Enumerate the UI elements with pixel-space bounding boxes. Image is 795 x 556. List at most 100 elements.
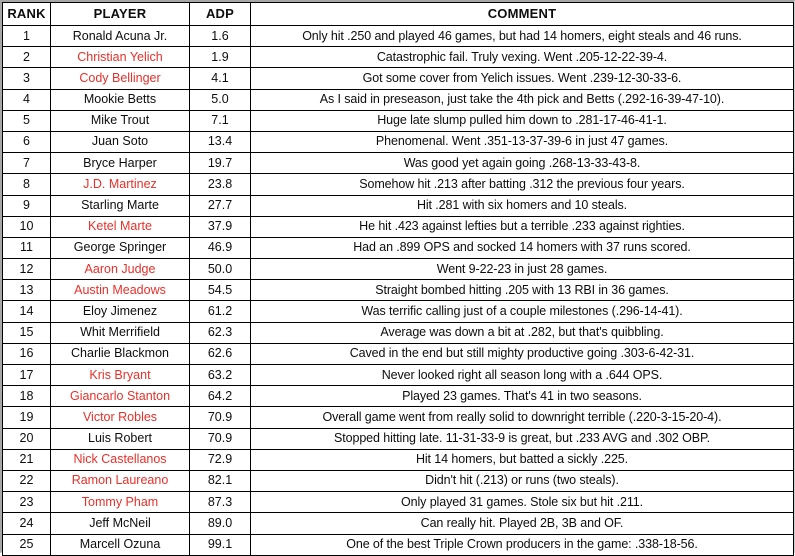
table-row[interactable]: 19 Victor Robles 70.9 Overall game went fro… — [2, 406, 794, 429]
cell-comment[interactable]: Huge late slump pulled him down to .281-… — [250, 109, 794, 132]
table-row[interactable]: 21 Nick Castellanos 72.9 Hit 14 homers, but… — [2, 448, 794, 471]
table-row[interactable]: 16 Charlie Blackmon 62.6 Caved in the end b… — [2, 342, 794, 366]
table-row[interactable]: 10 Ketel Marte 37.9 He hit .423 against lef… — [2, 215, 794, 238]
cell-comment[interactable]: Was good yet again going .268-13-33-43-8… — [250, 152, 794, 175]
table-row[interactable]: 5 Mike Trout 7.1 Huge late slump pulled him… — [2, 109, 794, 132]
cell-player[interactable]: Giancarlo Stanton — [50, 385, 190, 408]
table-row[interactable]: 3 Cody Bellinger 4.1 Got some cover from Ye… — [2, 67, 794, 90]
table-row[interactable]: 13 Austin Meadows 54.5 Straight bombed hitt… — [2, 279, 794, 302]
cell-rank[interactable]: 25 — [2, 533, 51, 556]
cell-adp[interactable]: 19.7 — [189, 152, 251, 175]
cell-player[interactable]: Christian Yelich — [50, 46, 190, 69]
cell-adp[interactable]: 89.0 — [189, 512, 251, 535]
cell-adp[interactable]: 7.1 — [189, 109, 251, 132]
cell-comment[interactable]: Didn't hit (.213) or runs (two steals). — [250, 469, 794, 493]
cell-rank[interactable]: 10 — [2, 215, 51, 238]
cell-rank[interactable]: 1 — [2, 24, 51, 48]
table-row[interactable]: 20 Luis Robert 70.9 Stopped hitting late. 1… — [2, 427, 794, 450]
cell-rank[interactable]: 14 — [2, 300, 51, 323]
cell-comment[interactable]: Phenomenal. Went .351-13-37-39-6 in just… — [250, 130, 794, 154]
cell-adp[interactable]: 62.6 — [189, 342, 251, 366]
cell-adp[interactable]: 13.4 — [189, 130, 251, 154]
cell-rank[interactable]: 8 — [2, 173, 51, 196]
cell-comment[interactable]: Only played 31 games. Stole six but hit … — [250, 491, 794, 514]
cell-player[interactable]: Luis Robert — [50, 427, 190, 450]
cell-player[interactable]: Starling Marte — [50, 194, 190, 217]
table-row[interactable]: 18 Giancarlo Stanton 64.2 Played 23 games. … — [2, 385, 794, 408]
cell-adp[interactable]: 70.9 — [189, 427, 251, 450]
table-row[interactable]: 4 Mookie Betts 5.0 As I said in preseason, … — [2, 88, 794, 111]
table-row[interactable]: 12 Aaron Judge 50.0 Went 9-22-23 in just 28… — [2, 258, 794, 281]
cell-comment[interactable]: Hit 14 homers, but batted a sickly .225. — [250, 448, 794, 471]
cell-rank[interactable]: 17 — [2, 363, 51, 387]
table-row[interactable]: 9 Starling Marte 27.7 Hit .281 with six hom… — [2, 194, 794, 217]
table-row[interactable]: 2 Christian Yelich 1.9 Catastrophic fail. T… — [2, 46, 794, 69]
cell-adp[interactable]: 23.8 — [189, 173, 251, 196]
cell-player[interactable]: Juan Soto — [50, 130, 190, 154]
table-row[interactable]: 1 Ronald Acuna Jr. 1.6 Only hit .250 and pl… — [2, 24, 794, 48]
table-row[interactable]: 22 Ramon Laureano 82.1 Didn't hit (.213) or… — [2, 469, 794, 493]
cell-adp[interactable]: 27.7 — [189, 194, 251, 217]
table-row[interactable]: 25 Marcell Ozuna 99.1 One of the best Tripl… — [2, 533, 794, 556]
column-header-comment[interactable]: COMMENT — [250, 2, 794, 26]
cell-comment[interactable]: Caved in the end but still mighty produc… — [250, 342, 794, 366]
table-row[interactable]: 14 Eloy Jimenez 61.2 Was terrific calling j… — [2, 300, 794, 323]
table-row[interactable]: 15 Whit Merrifield 62.3 Average was down a … — [2, 321, 794, 344]
cell-adp[interactable]: 4.1 — [189, 67, 251, 90]
cell-player[interactable]: Bryce Harper — [50, 152, 190, 175]
cell-comment[interactable]: Average was down a bit at .282, but that… — [250, 321, 794, 344]
table-row[interactable]: 6 Juan Soto 13.4 Phenomenal. Went .351-13-3… — [2, 130, 794, 154]
cell-rank[interactable]: 3 — [2, 67, 51, 90]
cell-player[interactable]: Ramon Laureano — [50, 469, 190, 493]
table-row[interactable]: 24 Jeff McNeil 89.0 Can really hit. Played … — [2, 512, 794, 535]
column-header-player[interactable]: PLAYER — [50, 2, 190, 26]
cell-rank[interactable]: 18 — [2, 385, 51, 408]
cell-adp[interactable]: 99.1 — [189, 533, 251, 556]
cell-rank[interactable]: 22 — [2, 469, 51, 493]
table-row[interactable]: 7 Bryce Harper 19.7 Was good yet again goin… — [2, 152, 794, 175]
cell-rank[interactable]: 7 — [2, 152, 51, 175]
cell-adp[interactable]: 50.0 — [189, 258, 251, 281]
cell-player[interactable]: Marcell Ozuna — [50, 533, 190, 556]
cell-comment[interactable]: Had an .899 OPS and socked 14 homers wit… — [250, 236, 794, 260]
cell-rank[interactable]: 11 — [2, 236, 51, 260]
cell-rank[interactable]: 16 — [2, 342, 51, 366]
cell-player[interactable]: Aaron Judge — [50, 258, 190, 281]
cell-comment[interactable]: Straight bombed hitting .205 with 13 RBI… — [250, 279, 794, 302]
cell-rank[interactable]: 6 — [2, 130, 51, 154]
cell-player[interactable]: Victor Robles — [50, 406, 190, 429]
cell-comment[interactable]: Can really hit. Played 2B, 3B and OF. — [250, 512, 794, 535]
cell-comment[interactable]: Catastrophic fail. Truly vexing. Went .2… — [250, 46, 794, 69]
cell-player[interactable]: Whit Merrifield — [50, 321, 190, 344]
cell-comment[interactable]: Was terrific calling just of a couple mi… — [250, 300, 794, 323]
cell-adp[interactable]: 61.2 — [189, 300, 251, 323]
cell-player[interactable]: Eloy Jimenez — [50, 300, 190, 323]
cell-comment[interactable]: One of the best Triple Crown producers i… — [250, 533, 794, 556]
cell-player[interactable]: Mookie Betts — [50, 88, 190, 111]
cell-player[interactable]: J.D. Martinez — [50, 173, 190, 196]
cell-rank[interactable]: 4 — [2, 88, 51, 111]
cell-player[interactable]: Jeff McNeil — [50, 512, 190, 535]
cell-comment[interactable]: As I said in preseason, just take the 4t… — [250, 88, 794, 111]
cell-comment[interactable]: He hit .423 against lefties but a terrib… — [250, 215, 794, 238]
cell-adp[interactable]: 1.9 — [189, 46, 251, 69]
cell-adp[interactable]: 72.9 — [189, 448, 251, 471]
cell-comment[interactable]: Never looked right all season long with … — [250, 363, 794, 387]
cell-comment[interactable]: Somehow hit .213 after batting .312 the … — [250, 173, 794, 196]
cell-player[interactable]: Ketel Marte — [50, 215, 190, 238]
cell-comment[interactable]: Went 9-22-23 in just 28 games. — [250, 258, 794, 281]
table-row[interactable]: 17 Kris Bryant 63.2 Never looked right all … — [2, 363, 794, 387]
cell-adp[interactable]: 5.0 — [189, 88, 251, 111]
cell-comment[interactable]: Hit .281 with six homers and 10 steals. — [250, 194, 794, 217]
cell-adp[interactable]: 54.5 — [189, 279, 251, 302]
cell-rank[interactable]: 19 — [2, 406, 51, 429]
cell-rank[interactable]: 23 — [2, 491, 51, 514]
cell-player[interactable]: Austin Meadows — [50, 279, 190, 302]
cell-rank[interactable]: 21 — [2, 448, 51, 471]
table-row[interactable]: 11 George Springer 46.9 Had an .899 OPS and… — [2, 236, 794, 260]
cell-comment[interactable]: Overall game went from really solid to d… — [250, 406, 794, 429]
cell-rank[interactable]: 20 — [2, 427, 51, 450]
cell-comment[interactable]: Got some cover from Yelich issues. Went … — [250, 67, 794, 90]
cell-player[interactable]: Nick Castellanos — [50, 448, 190, 471]
table-row[interactable]: 8 J.D. Martinez 23.8 Somehow hit .213 after… — [2, 173, 794, 196]
